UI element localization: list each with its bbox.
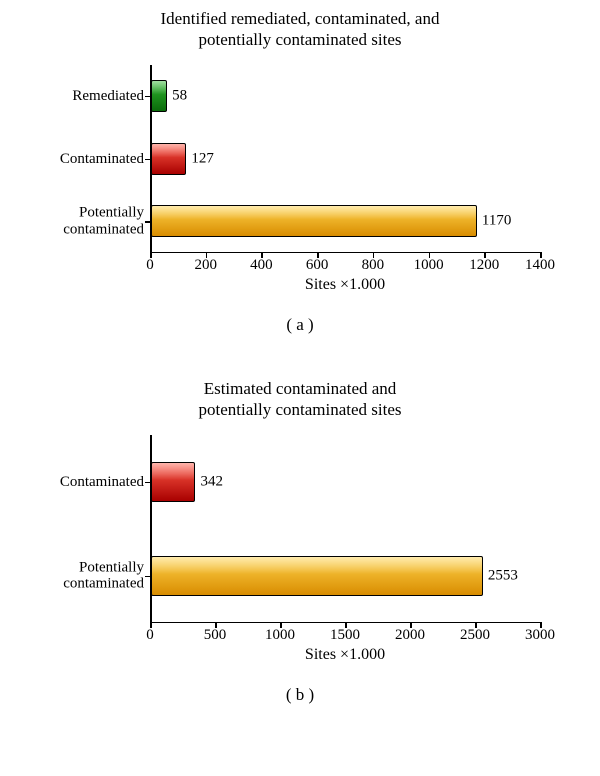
panel-b-ylabels: ContaminatedPotentiallycontaminated — [20, 435, 150, 623]
bar-a — [151, 143, 186, 175]
panel-a: Identified remediated, contaminated, and… — [20, 8, 580, 335]
x-tick-label-b: 2500 — [460, 627, 490, 644]
panel-b-plot-inner: 342 2553 — [150, 435, 540, 623]
x-tick-label-b: 500 — [204, 627, 227, 644]
category-label-b: Potentiallycontaminated — [14, 559, 144, 592]
panel-b-title: Estimated contaminated andpotentially co… — [20, 378, 580, 421]
bar-a — [151, 205, 477, 237]
x-tick-label-b: 1500 — [330, 627, 360, 644]
x-axis-label-a: Sites ×1.000 — [150, 276, 540, 294]
x-tick-label-a: 800 — [362, 257, 385, 274]
panel-a-title: Identified remediated, contaminated, and… — [20, 8, 580, 51]
category-label-a: Contaminated — [14, 150, 144, 167]
category-label-a: Potentiallycontaminated — [14, 205, 144, 238]
x-tick-label-b: 1000 — [265, 627, 295, 644]
x-tick-label-a: 1400 — [525, 257, 555, 274]
x-tick-label-b: 3000 — [525, 627, 555, 644]
panel-b-xaxis: 050010001500200025003000Sites ×1.000 — [150, 623, 540, 673]
panel-a-plot: 58 127 1170 RemediatedContaminatedPotentia… — [20, 59, 580, 309]
x-tick-label-b: 2000 — [395, 627, 425, 644]
x-tick-label-a: 1000 — [414, 257, 444, 274]
bar-value-a: 58 — [172, 87, 187, 104]
x-tick-label-a: 600 — [306, 257, 329, 274]
figure: Identified remediated, contaminated, and… — [0, 0, 600, 776]
panel-a-xaxis: 0200400600800100012001400Sites ×1.000 — [150, 253, 540, 303]
bar-value-b: 2553 — [488, 567, 518, 584]
x-tick-label-a: 1200 — [469, 257, 499, 274]
x-tick-label-b: 0 — [146, 627, 154, 644]
panel-b: Estimated contaminated andpotentially co… — [20, 378, 580, 705]
x-axis-label-b: Sites ×1.000 — [150, 646, 540, 664]
category-label-a: Remediated — [14, 88, 144, 105]
x-tick-label-a: 200 — [194, 257, 217, 274]
bar-b — [151, 462, 195, 502]
panel-a-sublabel: ( a ) — [20, 315, 580, 335]
bar-value-a: 127 — [191, 150, 214, 167]
panel-a-plot-inner: 58 127 1170 — [150, 65, 540, 253]
bar-value-a: 1170 — [482, 213, 511, 230]
bar-value-b: 342 — [200, 473, 223, 490]
bar-b — [151, 556, 483, 596]
panel-b-sublabel: ( b ) — [20, 685, 580, 705]
category-label-b: Contaminated — [14, 473, 144, 490]
bar-a — [151, 80, 167, 112]
panel-b-plot: 342 2553 ContaminatedPotentiallycontamina… — [20, 429, 580, 679]
x-tick-label-a: 0 — [146, 257, 154, 274]
x-tick-label-a: 400 — [250, 257, 273, 274]
panel-a-ylabels: RemediatedContaminatedPotentiallycontami… — [20, 65, 150, 253]
